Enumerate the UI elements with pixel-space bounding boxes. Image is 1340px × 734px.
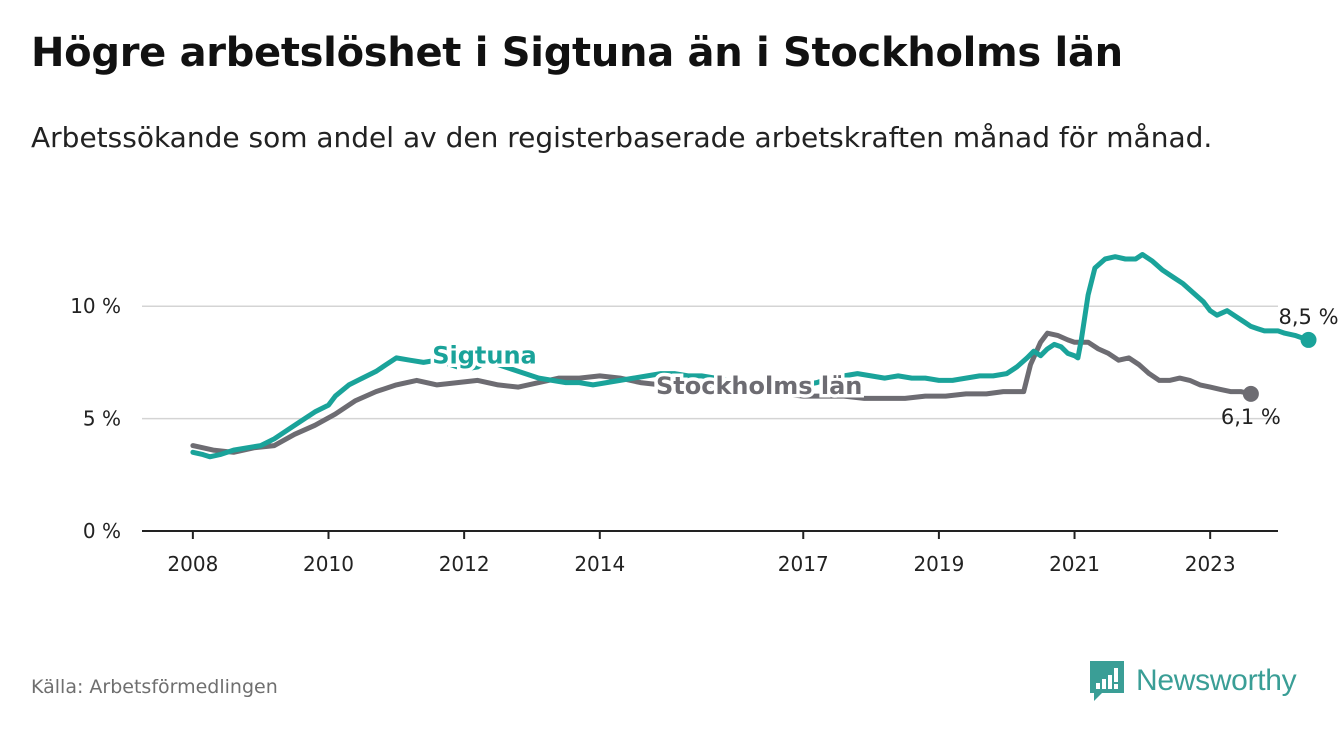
x-tick-label: 2017	[778, 552, 829, 576]
axes: 0 % 5 % 10 % 2008 2010 2012 2014 2017 2019 2021 20…	[70, 294, 1278, 576]
chart-title: Högre arbetslöshet i Sigtuna än i Stockh…	[31, 30, 1123, 76]
x-tick-label: 2010	[303, 552, 354, 576]
newsworthy-logo-icon	[1090, 661, 1124, 701]
end-label-stockholms-l-n: 6,1 %	[1221, 405, 1281, 429]
y-tick-label: 0 %	[83, 519, 121, 543]
end-label-sigtuna: 8,5 %	[1279, 305, 1339, 329]
brand: Newsworthy	[1088, 658, 1297, 704]
x-tick-label: 2021	[1049, 552, 1100, 576]
line-chart: 0 % 5 % 10 % 2008 2010 2012 2014 2017 2019 2021 20…	[70, 252, 1339, 576]
series-label-sigtuna: Sigtuna	[432, 342, 537, 370]
x-tick-label: 2014	[574, 552, 625, 576]
end-point-sigtuna	[1300, 331, 1317, 348]
x-tick-label: 2023	[1185, 552, 1236, 576]
x-tick-label: 2012	[439, 552, 490, 576]
end-point-stockholms-l-n	[1242, 385, 1259, 402]
x-tick-label: 2008	[167, 552, 218, 576]
brand-name: Newsworthy	[1136, 664, 1297, 697]
source-note: Källa: Arbetsförmedlingen	[31, 676, 278, 698]
series-line-sigtuna	[190, 252, 1311, 460]
gridlines	[142, 305, 1278, 420]
y-tick-label: 10 %	[70, 294, 121, 318]
series-label-stockholms-l-n: Stockholms län	[656, 372, 862, 400]
series-group	[190, 252, 1317, 460]
chart-subtitle: Arbetssökande som andel av den registerb…	[31, 121, 1213, 154]
series-line-stockholms-l-n	[190, 330, 1254, 455]
x-tick-label: 2019	[913, 552, 964, 576]
chart-labels: 6,1 % Stockholms län 8,5 % Sigtuna	[429, 305, 1339, 429]
y-tick-label: 5 %	[83, 407, 121, 431]
